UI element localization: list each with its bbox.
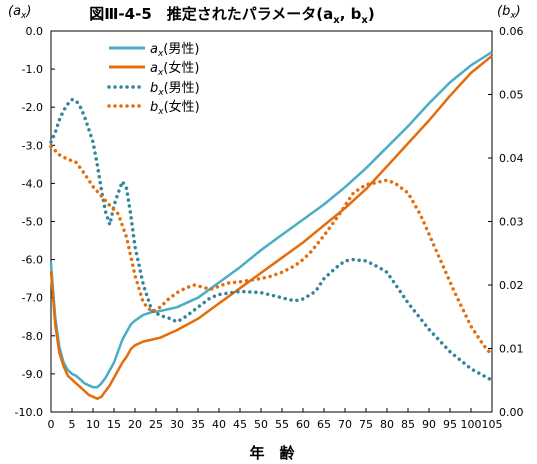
series-ax-male-line: [49, 50, 493, 389]
x-tick-label: 70: [338, 418, 352, 431]
chart-title-close: ): [368, 5, 375, 23]
x-tick-label: 90: [422, 418, 436, 431]
y-left-tick-label: -9.0: [22, 368, 43, 381]
chart-title-main: 図Ⅲ-4-5 推定されたパラメータ(a: [89, 5, 333, 23]
y-left-axis-ticks: 0.0 -1.0 -2.0 -3.0 -4.0 -5.0 -6.0 -7.0 -8.0 -9.0 -…: [15, 25, 55, 419]
chart-title-sub-2: x: [361, 15, 368, 26]
x-tick-label: 100: [461, 418, 482, 431]
x-tick-label: 15: [107, 418, 121, 431]
y-right-axis-label: (bx): [497, 4, 521, 21]
x-tick-label: 30: [170, 418, 184, 431]
x-tick-label: 50: [254, 418, 268, 431]
legend-label-bx-male: bx(男性): [150, 81, 200, 98]
legend-label-ax-male: ax(男性): [150, 42, 199, 59]
x-tick-label: 105: [482, 418, 503, 431]
legend: ax(男性) ax(女性) bx(男性) bx(女性): [107, 42, 200, 117]
x-tick-label: 65: [317, 418, 331, 431]
y-right-tick-label: 0.06: [499, 25, 524, 38]
x-axis-ticks: 0 5 10 15 20 25 30 35 40 45 50 55 60 65 70 75 80 85 90 95 10…: [48, 408, 503, 431]
y-left-tick-label: -6.0: [22, 254, 43, 267]
x-tick-label: 60: [296, 418, 310, 431]
y-right-tick-label: 0.05: [499, 89, 524, 102]
y-right-tick-label: 0.01: [499, 343, 524, 356]
y-right-tick-label: 0.03: [499, 216, 524, 229]
x-tick-label: 95: [443, 418, 457, 431]
x-tick-label: 35: [191, 418, 205, 431]
y-left-tick-label: -4.0: [22, 177, 43, 190]
legend-label-ax-female: ax(女性): [150, 60, 199, 78]
y-right-axis-ticks: 0.06 0.05 0.04 0.03 0.02 0.01 0.00: [488, 25, 524, 419]
x-tick-label: 20: [128, 418, 142, 431]
y-left-tick-label: -7.0: [22, 292, 43, 305]
x-tick-label: 25: [149, 418, 163, 431]
x-tick-label: 45: [233, 418, 247, 431]
y-left-tick-label: -1.0: [22, 63, 43, 76]
series-ax-female-line: [49, 54, 493, 400]
series-layer: [49, 50, 494, 400]
x-tick-label: 0: [48, 418, 55, 431]
x-tick-label: 75: [359, 418, 373, 431]
x-tick-label: 80: [380, 418, 394, 431]
x-tick-label: 5: [69, 418, 76, 431]
x-tick-label: 40: [212, 418, 226, 431]
x-tick-label: 10: [86, 418, 100, 431]
series-bx-male-line: [49, 97, 494, 383]
y-left-axis-label: (ax): [8, 4, 31, 21]
chart-title: 図Ⅲ-4-5 推定されたパラメータ(ax, bx): [89, 5, 374, 26]
y-left-tick-label: -3.0: [22, 139, 43, 152]
chart-title-sub-1: x: [333, 15, 340, 26]
y-right-tick-label: 0.00: [499, 406, 524, 419]
y-left-tick-label: -10.0: [15, 406, 43, 419]
y-left-tick-label: -5.0: [22, 216, 43, 229]
y-left-tick-label: -8.0: [22, 330, 43, 343]
y-left-tick-label: 0.0: [26, 25, 44, 38]
y-right-tick-label: 0.02: [499, 279, 524, 292]
x-tick-label: 85: [401, 418, 415, 431]
legend-label-bx-female: bx(女性): [150, 99, 200, 117]
y-right-tick-label: 0.04: [499, 152, 524, 165]
y-left-tick-label: -2.0: [22, 101, 43, 114]
chart-title-sep: , b: [340, 5, 362, 23]
x-axis-label: 年 齢: [249, 444, 295, 462]
x-tick-label: 55: [275, 418, 289, 431]
series-bx-female-line: [49, 144, 494, 357]
